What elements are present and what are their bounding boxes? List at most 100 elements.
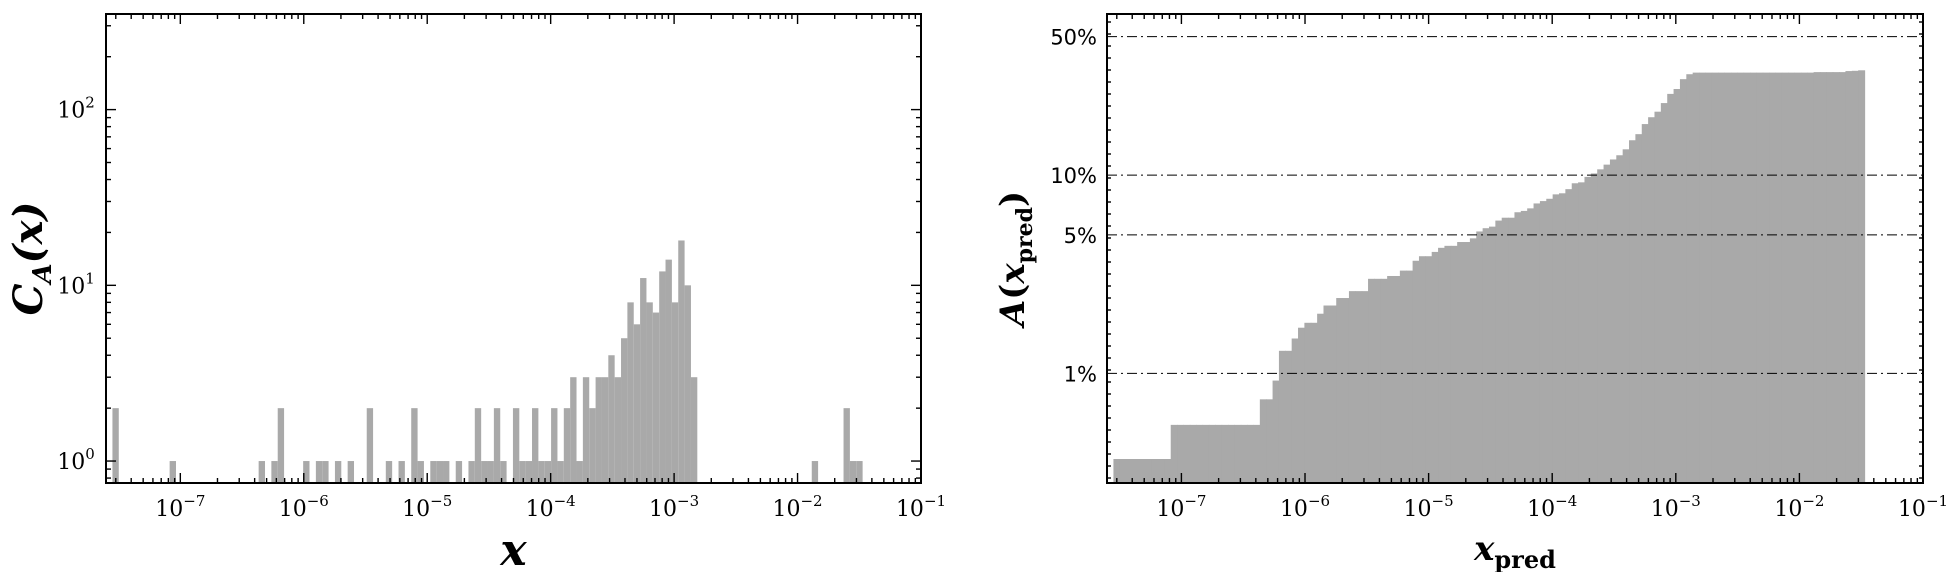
cumulative-bar	[1654, 111, 1662, 483]
cumulative-bar	[1546, 198, 1554, 483]
cumulative-bar	[1597, 169, 1605, 483]
histogram-bar	[258, 461, 266, 483]
cumulative-bar	[1807, 72, 1815, 484]
cumulative-bar	[1348, 291, 1356, 483]
cumulative-bar	[1552, 194, 1560, 483]
cumulative-bar	[1629, 140, 1636, 484]
cumulative-bar	[1539, 201, 1547, 483]
histogram-bar	[582, 377, 590, 483]
histogram-bar	[690, 377, 698, 483]
histogram-bar	[570, 377, 577, 483]
x-tick-label: 10−5	[1404, 492, 1454, 522]
histogram-bar	[576, 461, 583, 483]
cumulative-bar	[1756, 72, 1764, 484]
histogram-bar	[843, 408, 850, 483]
histogram-bar	[303, 461, 310, 483]
cumulative-bar	[1609, 159, 1617, 483]
cumulative-bar	[1775, 72, 1783, 484]
cumulative-bar	[1648, 117, 1656, 483]
cumulative-bar	[1730, 72, 1738, 484]
histogram-bar	[500, 461, 507, 483]
cumulative-bar	[1164, 459, 1172, 483]
histogram-bar	[589, 408, 596, 483]
x-tick-label: 10−7	[1156, 492, 1206, 522]
histogram-bar	[315, 461, 323, 483]
cumulative-bar	[1832, 72, 1840, 483]
histogram-bar	[385, 461, 393, 483]
histogram-bar	[512, 408, 520, 483]
cumulative-frame	[1106, 13, 1924, 484]
cumulative-bar	[1527, 208, 1535, 483]
cumulative-panel: 50% 10% 5% 1% 10−7 10−6 10−5 10−4 10−3 10−2 10−1 x…	[993, 13, 1948, 572]
histogram-x-axis-title: x	[499, 525, 527, 572]
x-tick-label: 10−2	[1774, 492, 1824, 522]
y-tick-label: 50%	[1050, 26, 1097, 50]
cumulative-bar	[1304, 322, 1312, 483]
cumulative-bar	[1278, 350, 1286, 483]
cumulative-bar	[1336, 298, 1344, 483]
cumulative-bar	[1189, 424, 1197, 483]
cumulative-reference-lines	[1107, 36, 1923, 374]
cumulative-bar	[1686, 74, 1694, 483]
cumulative-bar	[1788, 72, 1796, 484]
histogram-bars	[112, 240, 863, 483]
histogram-bar	[347, 461, 355, 483]
histogram-bar	[621, 338, 628, 483]
histogram-bar	[411, 408, 418, 483]
cumulative-bar	[1839, 72, 1847, 483]
cumulative-bar	[1317, 313, 1325, 483]
histogram-bar	[169, 461, 177, 483]
histogram-bar	[430, 461, 437, 483]
cumulative-bar	[1711, 72, 1719, 484]
cumulative-bar	[1215, 424, 1223, 483]
histogram-bar	[519, 461, 526, 483]
cumulative-bar	[1438, 247, 1446, 483]
histogram-bar	[595, 377, 602, 483]
histogram-bar	[665, 259, 672, 483]
y-tick-label: 1%	[1064, 362, 1097, 386]
cumulative-bar	[1469, 238, 1477, 483]
y-tick-label: 5%	[1064, 224, 1097, 248]
cumulative-bar	[1482, 228, 1490, 483]
cumulative-tick-labels: 50% 10% 5% 1% 10−7 10−6 10−5 10−4 10−3 10−2 10−1	[1050, 26, 1948, 522]
cumulative-bar	[1387, 275, 1395, 483]
cumulative-bar	[1476, 231, 1484, 483]
cumulative-bar	[1457, 242, 1465, 483]
cumulative-bar	[1240, 424, 1248, 483]
cumulative-bar	[1399, 270, 1407, 483]
histogram-bar	[455, 461, 463, 483]
cumulative-bar	[1603, 164, 1611, 484]
cumulative-bar	[1272, 380, 1280, 483]
cumulative-bar	[1699, 72, 1707, 484]
cumulative-bar	[1578, 182, 1586, 483]
cumulative-bar	[1858, 70, 1866, 483]
cumulative-bar	[1151, 459, 1159, 483]
cumulative-bar	[1228, 424, 1235, 483]
cumulative-bar	[1590, 173, 1598, 483]
cumulative-bar	[1584, 176, 1592, 483]
cumulative-bar	[1444, 245, 1452, 483]
cumulative-bar	[1298, 327, 1305, 483]
cumulative-bar	[1508, 217, 1516, 483]
histogram-bar	[811, 461, 819, 483]
x-tick-label: 10−3	[1651, 492, 1701, 522]
histogram-bar	[525, 461, 533, 483]
y-tick-label: 100	[57, 445, 95, 475]
histogram-bar	[532, 408, 539, 483]
cumulative-bar	[1145, 459, 1153, 483]
cumulative-bar	[1781, 72, 1789, 484]
cumulative-bar	[1412, 260, 1420, 483]
histogram-bar	[443, 461, 450, 483]
histogram-bar	[856, 461, 863, 483]
cumulative-bar	[1450, 245, 1458, 483]
histogram-bar	[849, 461, 857, 483]
cumulative-bar	[1565, 189, 1573, 483]
histogram-bar	[436, 461, 444, 483]
cumulative-bar	[1157, 459, 1165, 483]
histogram-bar	[538, 461, 545, 483]
histogram-bar	[671, 302, 679, 483]
cumulative-bar	[1119, 459, 1127, 483]
cumulative-bar	[1794, 72, 1802, 484]
cumulative-bar	[1374, 278, 1382, 483]
cumulative-bar	[1851, 70, 1859, 483]
